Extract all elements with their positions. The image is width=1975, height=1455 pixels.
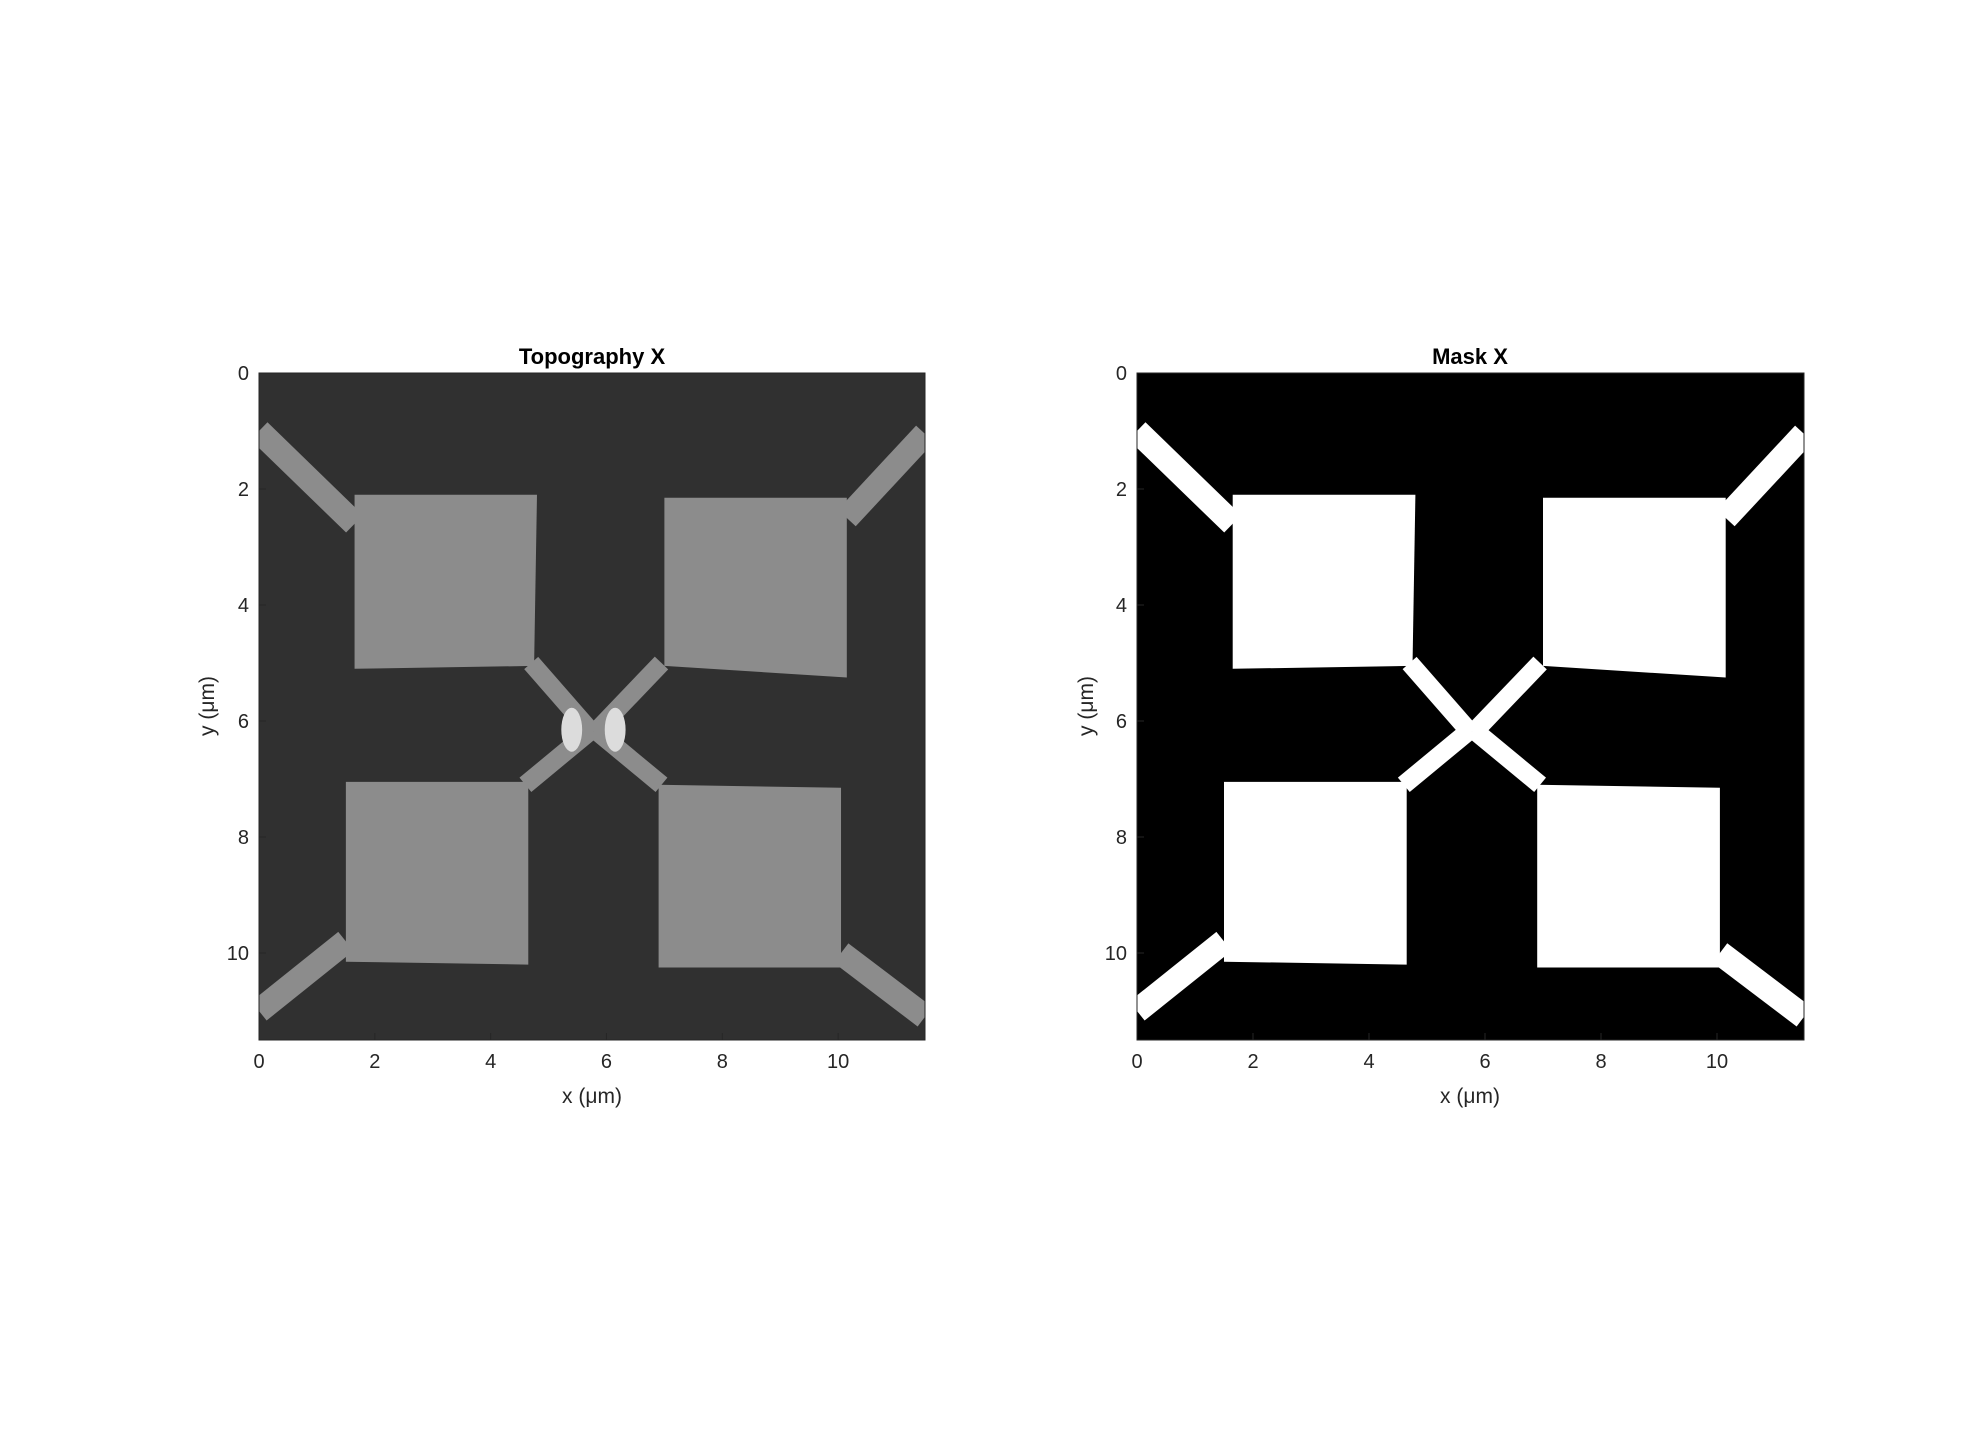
mask-x-tick-label: 0 xyxy=(1131,1051,1142,1073)
topography-y-tick-label: 2 xyxy=(238,479,249,501)
topography-contact-pad xyxy=(355,495,537,669)
mask-y-tick-label: 8 xyxy=(1116,827,1127,849)
mask-y-tick-label: 6 xyxy=(1116,711,1127,733)
mask-y-tick-label: 10 xyxy=(1105,943,1127,965)
topography-x-tick-label: 6 xyxy=(601,1051,612,1073)
topography-contact-pad xyxy=(664,498,846,678)
mask-x-tick-label: 6 xyxy=(1479,1051,1490,1073)
topography-y-axis-label: y (μm) xyxy=(196,676,219,736)
mask-contact-pad xyxy=(1543,498,1726,678)
topography-x-tick-label: 2 xyxy=(369,1051,380,1073)
topography-x-axis-label: x (μm) xyxy=(562,1085,622,1108)
mask-x-axis-label: x (μm) xyxy=(1440,1085,1500,1108)
mask-contact-pad xyxy=(1224,782,1407,965)
mask-y-tick-label: 0 xyxy=(1116,363,1127,385)
topography-y-tick-label: 8 xyxy=(238,827,249,849)
topography-y-tick-label: 4 xyxy=(238,595,249,617)
topography-x-tick-label: 8 xyxy=(717,1051,728,1073)
topography-panel: Topography X 0 2 4 6 8 10 0 2 4 6 8 10 x (μm) y (μm… xyxy=(196,344,925,1108)
mask-y-tick-label: 2 xyxy=(1116,479,1127,501)
topography-contact-pad xyxy=(659,785,841,968)
mask-x-tick-label: 10 xyxy=(1706,1051,1728,1073)
topography-x-tick-label: 4 xyxy=(485,1051,496,1073)
topography-x-tick-label: 0 xyxy=(253,1051,264,1073)
mask-title: Mask X xyxy=(1432,344,1508,369)
mask-contact-pad xyxy=(1233,495,1416,669)
topography-y-tick-label: 6 xyxy=(238,711,249,733)
topography-title: Topography X xyxy=(519,344,666,369)
mask-contact-pad xyxy=(1537,785,1720,968)
mask-image xyxy=(1137,373,1804,1040)
topography-y-tick-label: 0 xyxy=(238,363,249,385)
mask-x-tick-label: 2 xyxy=(1247,1051,1258,1073)
topography-y-tick-label: 10 xyxy=(227,943,249,965)
mask-x-tick-label: 4 xyxy=(1363,1051,1374,1073)
topography-bright-spot xyxy=(605,708,626,752)
topography-contact-pad xyxy=(346,782,528,965)
mask-y-axis-label: y (μm) xyxy=(1075,676,1098,736)
topography-image xyxy=(259,373,925,1040)
mask-y-tick-label: 4 xyxy=(1116,595,1127,617)
topography-bright-spot xyxy=(561,708,582,752)
mask-panel: Mask X 0 2 4 6 8 10 0 2 4 6 8 10 x (μm) y (μm) xyxy=(1075,344,1804,1108)
topography-x-tick-label: 10 xyxy=(827,1051,849,1073)
mask-x-tick-label: 8 xyxy=(1595,1051,1606,1073)
